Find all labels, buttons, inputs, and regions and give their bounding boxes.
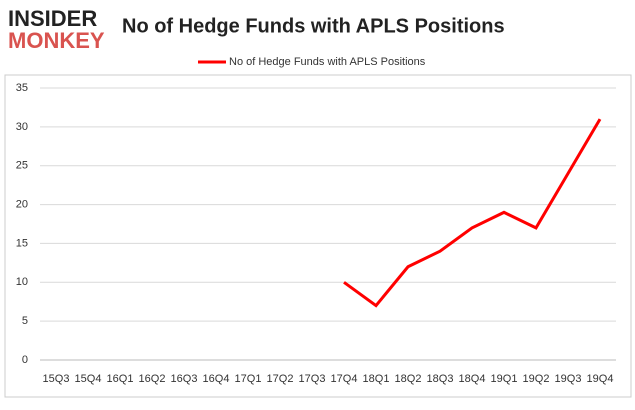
series-line <box>343 118 602 308</box>
x-tick-label: 16Q4 <box>203 373 230 385</box>
x-tick-label: 16Q2 <box>139 373 166 385</box>
x-tick-label: 19Q1 <box>491 373 518 385</box>
y-tick-label: 30 <box>16 121 28 133</box>
chart-frame <box>4 74 632 398</box>
x-tick-label: 17Q2 <box>267 373 294 385</box>
y-tick-label: 5 <box>22 315 28 327</box>
x-tick-label: 18Q1 <box>363 373 390 385</box>
x-tick-label: 19Q3 <box>555 373 582 385</box>
brand-top: INSIDER <box>8 6 97 31</box>
chart-title: No of Hedge Funds with APLS Positions <box>122 15 505 37</box>
x-tick-label: 18Q4 <box>459 373 486 385</box>
y-tick-label: 10 <box>16 276 28 288</box>
brand-bottom: MONKEY <box>8 28 105 53</box>
legend-label: No of Hedge Funds with APLS Positions <box>229 56 426 68</box>
y-tick-label: 0 <box>22 354 28 366</box>
x-tick-label: 18Q3 <box>427 373 454 385</box>
x-tick-label: 18Q2 <box>395 373 422 385</box>
x-tick-label: 17Q1 <box>235 373 262 385</box>
x-tick-label: 15Q3 <box>43 373 70 385</box>
x-tick-label: 17Q3 <box>299 373 326 385</box>
x-tick-label: 17Q4 <box>331 373 358 385</box>
x-tick-label: 19Q2 <box>523 373 550 385</box>
x-tick-label: 16Q3 <box>171 373 198 385</box>
y-tick-label: 20 <box>16 198 28 210</box>
x-tick-label: 15Q4 <box>75 373 102 385</box>
y-tick-label: 25 <box>16 160 28 172</box>
x-tick-label: 16Q1 <box>107 373 134 385</box>
x-tick-label: 19Q4 <box>587 373 614 385</box>
y-tick-label: 35 <box>16 82 28 94</box>
y-tick-label: 15 <box>16 237 28 249</box>
